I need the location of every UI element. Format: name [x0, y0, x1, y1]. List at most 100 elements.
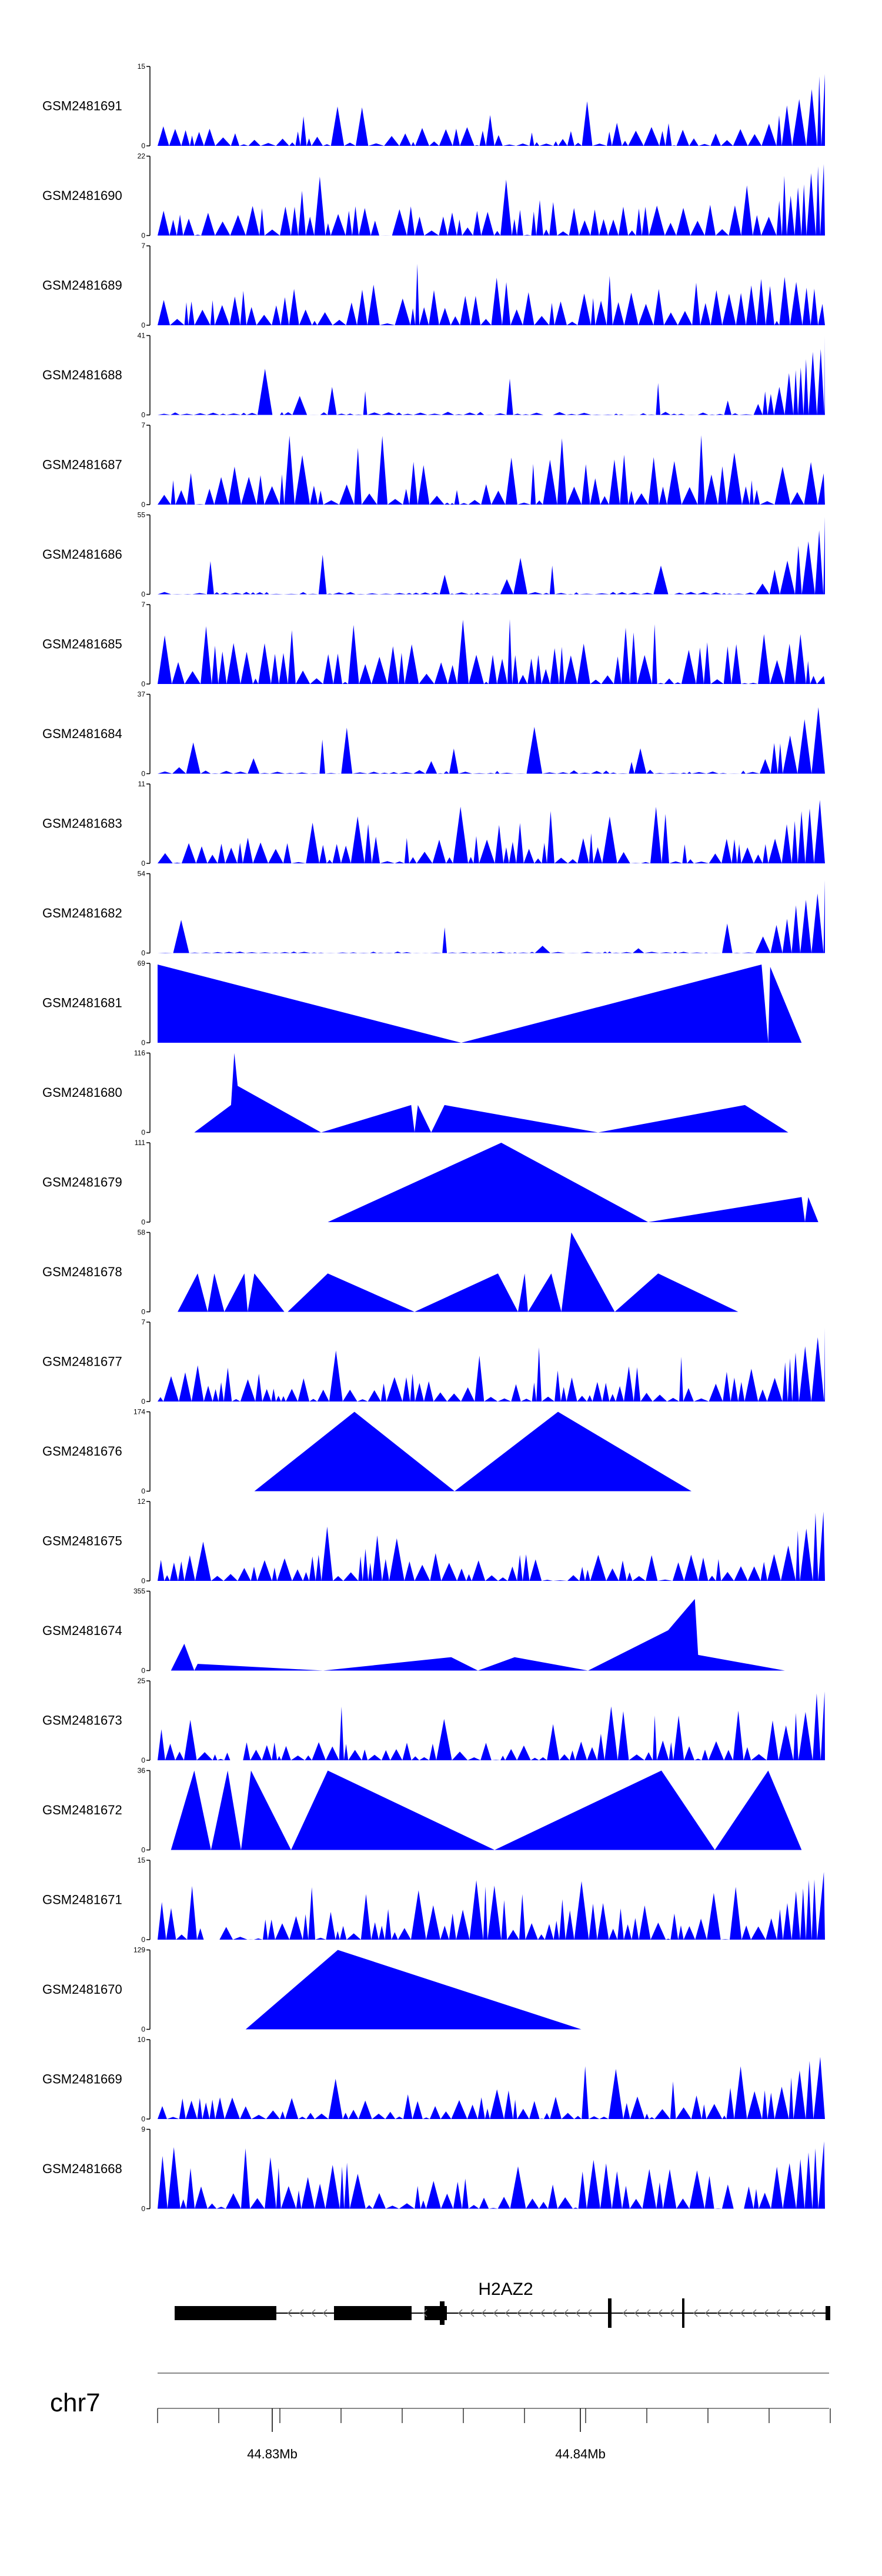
coverage-area	[158, 2141, 825, 2209]
y-min-label: 0	[141, 1308, 145, 1316]
strand-chevron	[646, 2309, 651, 2317]
y-max-label: 116	[134, 1049, 145, 1057]
track-label: GSM2481682	[42, 906, 122, 920]
y-min-label: 0	[141, 949, 145, 957]
y-min-label: 0	[141, 1129, 145, 1137]
strand-chevron	[728, 2309, 733, 2317]
track-label: GSM2481673	[42, 1713, 122, 1728]
coverage-area	[158, 619, 825, 684]
track-label: GSM2481688	[42, 368, 122, 382]
track-GSM2481691: GSM2481691 15 0	[42, 62, 825, 150]
coverage-area	[158, 1327, 825, 1402]
track-GSM2481669: GSM2481669 10 0	[42, 2036, 825, 2123]
coverage-area	[171, 1770, 802, 1850]
track-label: GSM2481675	[42, 1534, 122, 1549]
gene-model	[175, 2298, 830, 2328]
y-min-label: 0	[141, 232, 145, 240]
coverage-area	[328, 1143, 818, 1222]
strand-chevron	[704, 2309, 710, 2317]
strand-chevron	[775, 2309, 780, 2317]
track-GSM2481670: GSM2481670 129 0	[42, 1946, 582, 2034]
y-min-label: 0	[141, 680, 145, 688]
coverage-area	[158, 880, 825, 953]
genome-axis: 44.83Mb 44.84Mb	[157, 2373, 831, 2461]
y-max-label: 174	[133, 1408, 145, 1416]
track-GSM2481671: GSM2481671 15 0	[42, 1856, 825, 1944]
y-max-label: 58	[138, 1229, 146, 1237]
coverage-area	[158, 74, 825, 146]
track-GSM2481688: GSM2481688 41 0	[42, 332, 825, 419]
y-max-label: 69	[138, 959, 146, 967]
strand-chevron	[799, 2309, 804, 2317]
y-min-label: 0	[141, 1487, 145, 1496]
y-max-label: 9	[141, 2125, 145, 2134]
coverage-area	[158, 1511, 825, 1581]
strand-chevron	[457, 2309, 463, 2317]
y-min-label: 0	[141, 770, 145, 778]
coverage-area	[245, 1950, 582, 2030]
y-max-label: 41	[138, 332, 146, 340]
coverage-area	[194, 1053, 789, 1133]
track-label: GSM2481670	[42, 1982, 122, 1997]
strand-chevron	[563, 2309, 569, 2317]
track-label: GSM2481683	[42, 816, 122, 831]
y-max-label: 15	[138, 62, 146, 71]
strand-chevron	[657, 2309, 663, 2317]
track-GSM2481690: GSM2481690 22 0	[42, 152, 825, 240]
strand-chevron	[528, 2309, 533, 2317]
y-max-label: 54	[138, 870, 146, 878]
y-min-label: 0	[141, 2026, 145, 2034]
strand-chevron	[622, 2309, 627, 2317]
track-label: GSM2481689	[42, 278, 122, 293]
coverage-area	[158, 965, 802, 1043]
exon	[682, 2298, 684, 2328]
strand-chevron	[740, 2309, 745, 2317]
track-GSM2481673: GSM2481673 25 0	[42, 1677, 825, 1764]
strand-chevron	[552, 2309, 557, 2317]
coverage-area	[158, 1691, 825, 1760]
strand-chevron	[810, 2309, 816, 2317]
coverage-area	[178, 1232, 739, 1312]
track-label: GSM2481679	[42, 1175, 122, 1190]
track-label: GSM2481686	[42, 547, 122, 562]
track-label: GSM2481669	[42, 2072, 122, 2087]
y-max-label: 7	[141, 242, 145, 250]
strand-chevron	[634, 2309, 639, 2317]
track-GSM2481672: GSM2481672 36 0	[42, 1767, 802, 1854]
track-label: GSM2481671	[42, 1893, 122, 1907]
y-min-label: 0	[141, 411, 145, 419]
strand-chevron	[322, 2309, 328, 2317]
track-label: GSM2481676	[42, 1444, 122, 1459]
y-min-label: 0	[141, 2205, 145, 2213]
track-GSM2481685: GSM2481685 7 0	[42, 600, 825, 688]
track-label: GSM2481680	[42, 1085, 122, 1100]
coverage-area	[158, 517, 825, 595]
genome-axis-track: chr7 44.83Mb 44.84Mb	[50, 2373, 831, 2461]
track-label: GSM2481672	[42, 1803, 122, 1817]
y-max-label: 10	[138, 2036, 146, 2044]
track-GSM2481676: GSM2481676 174 0	[42, 1408, 691, 1496]
track-label: GSM2481685	[42, 637, 122, 652]
y-min-label: 0	[141, 142, 145, 150]
strand-chevron	[575, 2309, 580, 2317]
strand-chevron	[310, 2309, 316, 2317]
track-label: GSM2481690	[42, 188, 122, 203]
y-max-label: 15	[138, 1856, 146, 1864]
y-max-label: 12	[138, 1497, 146, 1506]
track-label: GSM2481681	[42, 996, 122, 1010]
strand-chevron	[716, 2309, 721, 2317]
track-label: GSM2481687	[42, 458, 122, 472]
coverage-area	[158, 800, 825, 863]
track-GSM2481684: GSM2481684 37 0	[42, 690, 825, 778]
y-max-label: 111	[135, 1139, 146, 1147]
coverage-area	[158, 435, 825, 505]
coverage-area	[158, 263, 825, 325]
gene-model-track: H2AZ2	[175, 2280, 830, 2328]
strand-chevron	[422, 2309, 427, 2317]
track-GSM2481687: GSM2481687 7 0	[42, 421, 825, 509]
strand-chevron	[481, 2309, 486, 2317]
y-min-label: 0	[141, 590, 145, 599]
coverage-area	[158, 336, 825, 415]
track-GSM2481680: GSM2481680 116 0	[42, 1049, 789, 1137]
